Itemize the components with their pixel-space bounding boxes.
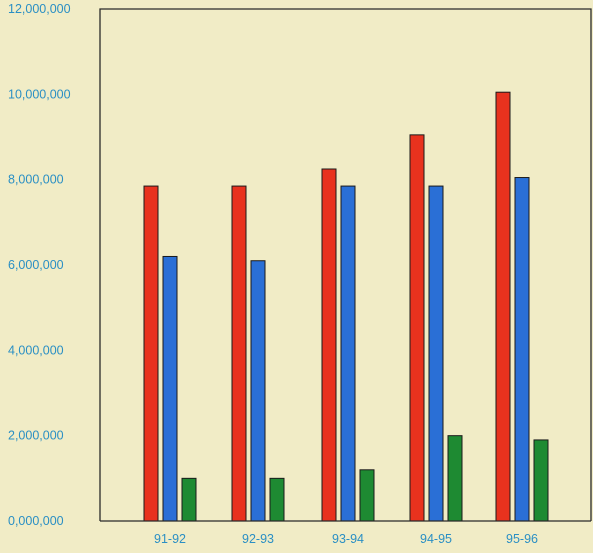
x-axis-ticks: 91-92 92-93 93-94 94-95 95-96	[154, 532, 538, 546]
x-tick-label: 92-93	[242, 532, 274, 546]
bar-95-96-series-2	[514, 177, 530, 522]
y-tick-label: 6,000,000	[8, 258, 64, 272]
y-tick-label: 10,000,000	[8, 87, 71, 101]
bar-93-94-series-1	[321, 168, 337, 522]
x-tick-label: 95-96	[506, 532, 538, 546]
y-tick-label: 4,000,000	[8, 343, 64, 357]
y-tick-label: 12,000,000	[8, 2, 71, 16]
bar-91-92-series-1	[143, 185, 159, 522]
x-tick-label: 91-92	[154, 532, 186, 546]
bar-92-93-series-3	[269, 477, 285, 522]
x-tick-label: 94-95	[420, 532, 452, 546]
bar-94-95-series-3	[447, 435, 463, 522]
x-tick-label: 93-94	[332, 532, 364, 546]
bar-92-93-series-1	[231, 185, 247, 522]
bar-95-96-series-1	[495, 91, 511, 522]
bar-91-92-series-2	[162, 255, 178, 522]
y-axis-ticks: 0,000,000 2,000,000 4,000,000 6,000,000 8,00…	[8, 2, 71, 528]
bar-93-94-series-2	[340, 185, 356, 522]
bar-94-95-series-2	[428, 185, 444, 522]
bar-94-95-series-1	[409, 134, 425, 522]
y-tick-label: 8,000,000	[8, 173, 64, 187]
bar-95-96-series-3	[533, 439, 549, 522]
bar-92-93-series-2	[250, 260, 266, 522]
y-tick-label: 2,000,000	[8, 429, 64, 443]
bar-91-92-series-3	[181, 477, 197, 522]
bar-93-94-series-3	[359, 469, 375, 522]
y-tick-label: 0,000,000	[8, 514, 64, 528]
plot-frame	[99, 8, 592, 522]
bars	[143, 91, 549, 522]
